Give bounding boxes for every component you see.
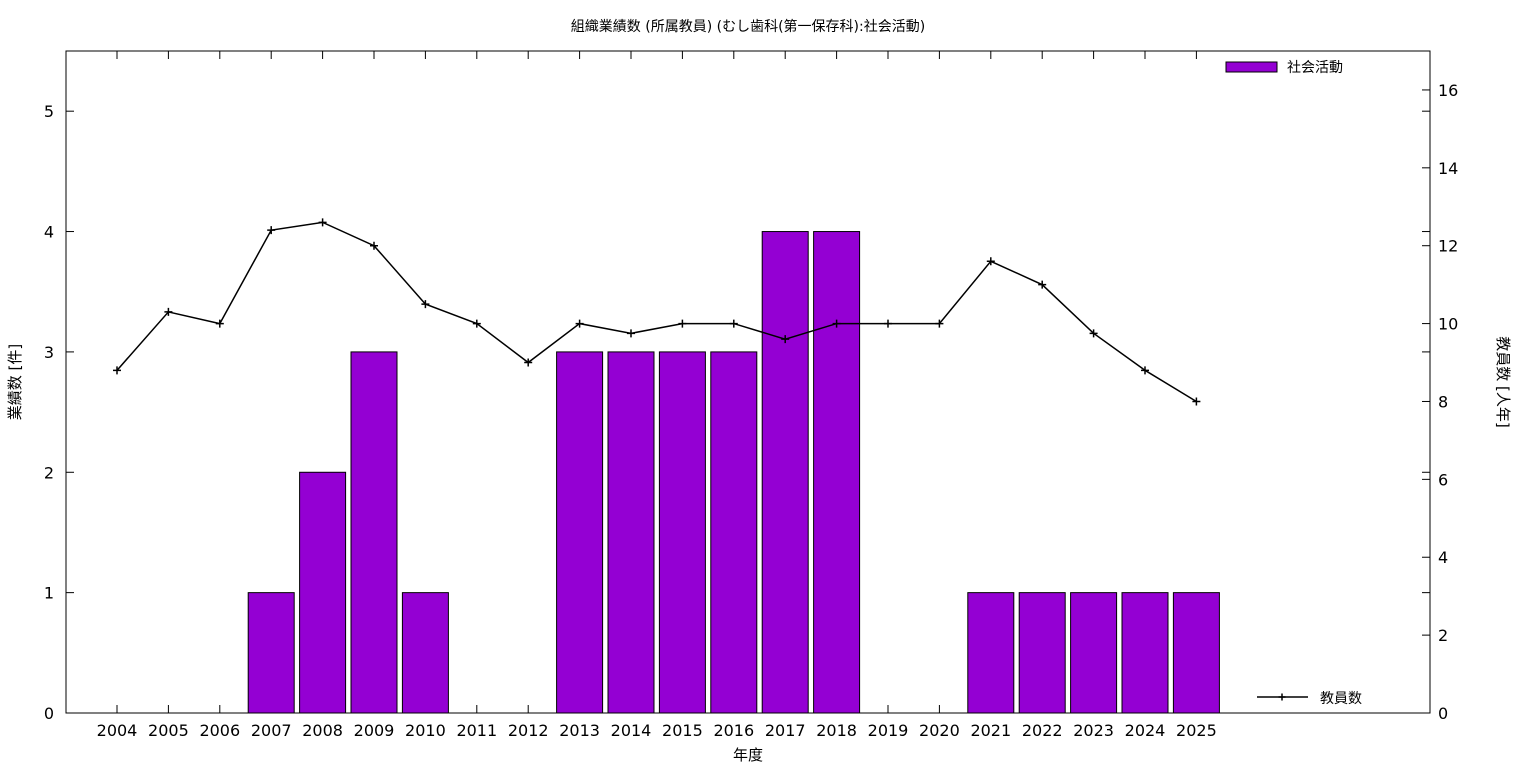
line-point bbox=[1192, 397, 1201, 406]
bar bbox=[658, 351, 706, 714]
line-point bbox=[1089, 329, 1098, 338]
x-tick-label: 2013 bbox=[559, 721, 600, 740]
line-point bbox=[113, 366, 121, 375]
bar bbox=[607, 351, 655, 714]
y-tick-label: 4 bbox=[44, 223, 54, 242]
y-tick-label: 0 bbox=[44, 704, 54, 723]
legend-line: 教員数 bbox=[1257, 691, 1362, 707]
y2-tick-label: 4 bbox=[1438, 548, 1448, 567]
x-tick-label: 2011 bbox=[456, 721, 497, 740]
x-tick-label: 2008 bbox=[302, 721, 343, 740]
x-axis-ticks: 2004 2005 2006 2007 2008 2009 2010 2011 2012 2013… bbox=[97, 51, 1217, 740]
x-tick-label: 2005 bbox=[148, 721, 189, 740]
bar bbox=[401, 592, 449, 714]
y-axis-ticks: 0 1 2 3 4 5 bbox=[44, 102, 1430, 723]
x-tick-label: 2012 bbox=[508, 721, 549, 740]
line-point bbox=[832, 319, 841, 328]
legend-bar: 社会活動 bbox=[1225, 60, 1343, 76]
line-point bbox=[986, 257, 995, 266]
line-path bbox=[116, 221, 1197, 403]
line-point bbox=[524, 358, 533, 367]
bar bbox=[813, 231, 861, 714]
y2-axis-ticks: 0 2 4 6 8 10 12 14 16 bbox=[1422, 81, 1458, 723]
line-point bbox=[318, 218, 327, 227]
bar bbox=[710, 351, 758, 714]
y2-tick-label: 10 bbox=[1438, 315, 1458, 334]
x-axis-title: 年度 bbox=[733, 746, 763, 764]
line-point bbox=[781, 335, 790, 344]
line-point bbox=[472, 319, 481, 328]
line-point bbox=[164, 307, 173, 316]
legend-line-marker bbox=[1278, 693, 1286, 701]
x-tick-label: 2007 bbox=[251, 721, 292, 740]
line-point bbox=[370, 241, 378, 250]
bar bbox=[350, 351, 398, 714]
legend-bar-swatch bbox=[1225, 61, 1278, 73]
x-tick-label: 2014 bbox=[611, 721, 652, 740]
line-series bbox=[113, 218, 1201, 406]
x-tick-label: 2019 bbox=[868, 721, 909, 740]
bar bbox=[1070, 592, 1118, 714]
x-tick-label: 2022 bbox=[1022, 721, 1063, 740]
y2-tick-label: 2 bbox=[1438, 626, 1448, 645]
x-tick-label: 2016 bbox=[713, 721, 754, 740]
x-tick-label: 2023 bbox=[1073, 721, 1114, 740]
y2-tick-label: 16 bbox=[1438, 81, 1458, 100]
x-tick-label: 2006 bbox=[199, 721, 240, 740]
line-point bbox=[1141, 366, 1149, 375]
line-point bbox=[1038, 280, 1047, 289]
line-point bbox=[884, 319, 892, 328]
x-tick-label: 2025 bbox=[1176, 721, 1217, 740]
legend-line-label: 教員数 bbox=[1320, 691, 1362, 707]
y2-tick-label: 12 bbox=[1438, 237, 1458, 256]
legend-bar-label: 社会活動 bbox=[1287, 60, 1343, 76]
x-tick-label: 2017 bbox=[765, 721, 806, 740]
bar bbox=[299, 471, 347, 714]
line-point bbox=[575, 319, 584, 328]
y-axis-title: 業績数 [件] bbox=[6, 344, 24, 420]
bar bbox=[761, 231, 809, 714]
line-point bbox=[421, 300, 430, 309]
line-point bbox=[627, 329, 635, 338]
y-tick-label: 3 bbox=[44, 343, 54, 362]
bar bbox=[1018, 592, 1066, 714]
y-tick-label: 2 bbox=[44, 463, 54, 482]
line-point bbox=[678, 319, 687, 328]
y2-axis-title: 教員数 [人年] bbox=[1494, 336, 1512, 427]
x-tick-label: 2010 bbox=[405, 721, 446, 740]
x-tick-label: 2024 bbox=[1125, 721, 1166, 740]
y-tick-label: 1 bbox=[44, 584, 54, 603]
y2-tick-label: 14 bbox=[1438, 159, 1458, 178]
y-tick-label: 5 bbox=[44, 102, 54, 121]
bar bbox=[967, 592, 1015, 714]
line-point bbox=[729, 319, 738, 328]
x-tick-label: 2004 bbox=[97, 721, 138, 740]
x-tick-label: 2021 bbox=[970, 721, 1011, 740]
bar bbox=[1172, 592, 1220, 714]
bar bbox=[247, 592, 295, 714]
bar-series bbox=[247, 231, 1220, 714]
bar bbox=[1121, 592, 1169, 714]
x-tick-label: 2018 bbox=[816, 721, 857, 740]
chart-title: 組織業績数 (所属教員) (むし歯科(第一保存科):社会活動) bbox=[571, 18, 925, 35]
line-point bbox=[267, 226, 276, 235]
y2-tick-label: 8 bbox=[1438, 392, 1448, 411]
line-point bbox=[935, 319, 944, 328]
bar bbox=[556, 351, 604, 714]
line-point bbox=[215, 319, 224, 328]
x-tick-label: 2015 bbox=[662, 721, 703, 740]
y2-tick-label: 0 bbox=[1438, 704, 1448, 723]
x-tick-label: 2009 bbox=[354, 721, 395, 740]
y2-tick-label: 6 bbox=[1438, 470, 1448, 489]
x-tick-label: 2020 bbox=[919, 721, 960, 740]
